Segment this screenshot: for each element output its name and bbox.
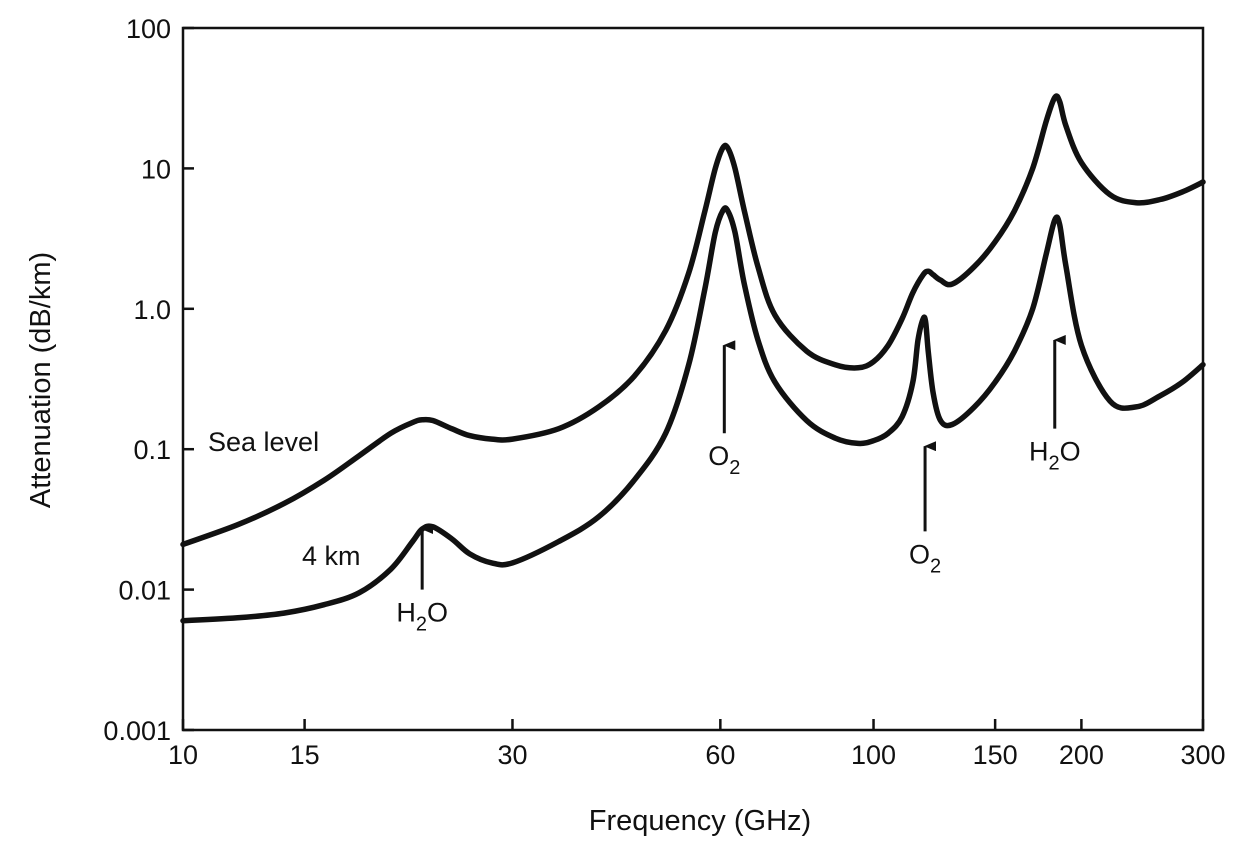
- x-tick-label: 10: [168, 740, 198, 770]
- y-tick-label: 10: [141, 154, 171, 184]
- x-tick-label: 150: [973, 740, 1018, 770]
- y-axis-label: Attenuation (dB/km): [25, 252, 57, 508]
- x-tick-label: 60: [705, 740, 735, 770]
- annotations: H2O O2 O2 H2O: [396, 334, 1081, 636]
- annotation-label-h2o-183: H2O: [1029, 437, 1081, 475]
- y-tick-label: 1.0: [133, 295, 171, 325]
- series-line-sea-level: [180, 93, 1206, 548]
- annotation-label-o2-60: O2: [708, 441, 740, 479]
- annotation-label-o2-119: O2: [909, 539, 941, 577]
- x-tick-label: 200: [1059, 740, 1104, 770]
- y-tick-label: 0.01: [118, 576, 171, 606]
- series-label-sea-level: Sea level: [208, 427, 319, 457]
- plot-frame: [181, 26, 1205, 732]
- x-tick-label: 100: [851, 740, 896, 770]
- series-line-4-km: [180, 205, 1206, 624]
- y-axis-ticks: 0.001 0.01 0.1 1.0 10 100: [103, 14, 194, 746]
- x-tick-label: 30: [497, 740, 527, 770]
- y-tick-label: 100: [126, 14, 171, 44]
- x-tick-label: 15: [290, 740, 320, 770]
- series-group: [180, 93, 1206, 624]
- annotation-label-h2o-22: H2O: [396, 598, 448, 636]
- x-axis-ticks: 10 15 30 60 100 150 200 300: [168, 719, 1226, 770]
- y-tick-label: 0.1: [133, 435, 171, 465]
- series-label-4km: 4 km: [302, 541, 361, 571]
- x-tick-label: 300: [1180, 740, 1225, 770]
- y-tick-label: 0.001: [103, 716, 171, 746]
- x-axis-label: Frequency (GHz): [589, 805, 811, 837]
